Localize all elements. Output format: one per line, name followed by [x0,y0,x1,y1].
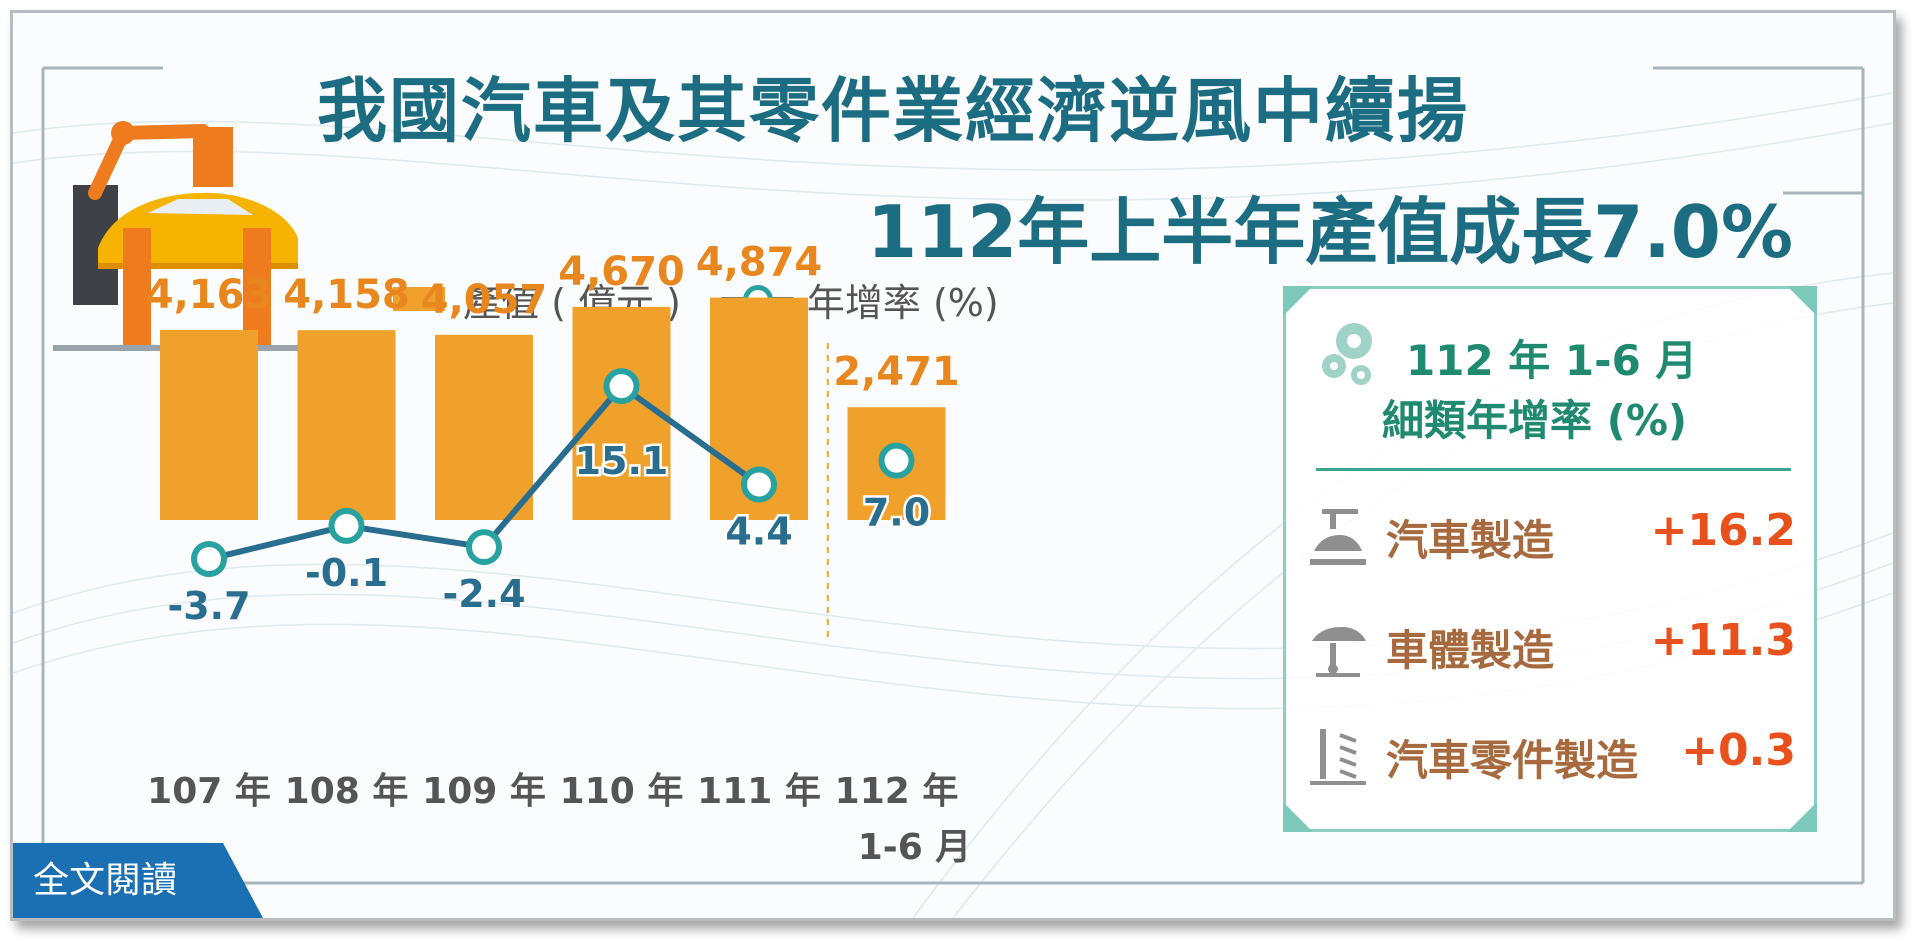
bar-3 [572,306,671,520]
growth-point-1 [328,507,365,544]
growth-point-5 [878,442,915,479]
page-title: 我國汽車及其零件業經濟逆風中續揚 [317,70,1469,152]
bar-label-5: 2,471 [833,349,960,395]
item-value: +11.3 [1650,615,1796,666]
item-name: 汽車製造 [1386,516,1555,565]
growth-label-3: 15.1 [575,439,669,483]
growth-label-0: -3.7 [167,584,250,628]
bar-label-4: 4,874 [696,240,823,286]
panel-header-period: 112 年 1-6 月 [1406,336,1698,385]
subcategory-panel: 112 年 1-6 月 細類年增率 (%) 汽車製造 +16.2 車體製造 +1… [1283,286,1817,832]
item-name: 汽車零件製造 [1386,736,1639,785]
car-assembly-icon [1310,509,1366,565]
legend-bar-swatch [393,287,445,311]
bar-2 [435,334,533,520]
bar-label-3: 4,670 [558,249,685,295]
item-name: 車體製造 [1386,626,1555,675]
category-label-2: 109 年 [422,771,546,812]
growth-point-0 [191,541,227,578]
panel-divider [1316,468,1791,471]
read-full-button[interactable]: 全文閱讀 [13,843,263,918]
item-value: +0.3 [1681,725,1796,776]
bar-1 [297,330,396,520]
growth-point-3 [603,368,640,405]
bar-label-1: 4,158 [283,272,410,318]
growth-label-5: 7.0 [863,491,930,535]
list-item: 汽車製造 +16.2 [1306,499,1796,569]
page-subtitle: 112年上半年產值成長7.0% [867,190,1793,274]
list-item: 車體製造 +11.3 [1306,609,1796,679]
car-lift-icon [1312,627,1366,677]
growth-label-1: -0.1 [305,551,388,595]
list-item: 汽車零件製造 +0.3 [1306,719,1796,789]
spring-parts-icon [1310,729,1366,785]
category-label-1: 108 年 [285,771,409,812]
category-label-5: 112 年 [835,771,959,812]
legend-line-label: 年增率 (%) [806,280,999,325]
item-value: +16.2 [1650,505,1796,556]
panel-header-metric: 細類年增率 (%) [1382,396,1688,445]
growth-point-2 [466,529,502,566]
infographic-frame: 我國汽車及其零件業經濟逆風中續揚 112年上半年產值成長7.0% 產值 ( 億元… [10,10,1896,921]
bar-label-2: 4,057 [421,277,548,323]
category-label-5-line2: 1-6 月 [858,827,972,868]
category-label-3: 110 年 [560,771,684,812]
bar-0 [160,330,258,520]
robot-arm-car-icon [53,121,313,351]
category-label-4: 111 年 [697,771,821,812]
gears-icon [1322,323,1372,385]
growth-label-2: -2.4 [442,572,525,616]
category-label-0: 107 年 [147,771,271,812]
bar-label-0: 4,163 [146,272,273,318]
growth-label-4: 4.4 [725,510,792,554]
growth-point-4 [741,466,777,503]
